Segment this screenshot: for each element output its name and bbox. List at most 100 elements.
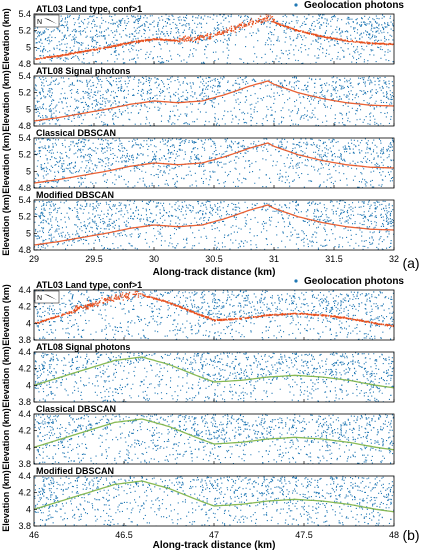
panel-4: 3.8 4 4.2 4.4 Elevation (km) Modified DBSCAN — [1, 466, 395, 532]
y-tick-label: 4.4 — [18, 471, 31, 481]
signal-photon-line — [34, 418, 394, 451]
y-axis-label: Elevation (km) — [1, 8, 11, 70]
panel-title: ATL08 Signal photons — [36, 66, 130, 76]
north-label: N — [37, 295, 42, 302]
y-tick-label: 5.4 — [18, 133, 31, 143]
signal-photons — [34, 142, 394, 184]
x-tick-label: 47 — [209, 530, 219, 540]
plot-area — [34, 352, 394, 402]
y-tick-label: 4.2 — [18, 488, 31, 498]
y-tick-label: 4 — [26, 318, 31, 328]
y-tick-label: 4.2 — [18, 364, 31, 374]
panel-2: 4.8 5 5.2 5.4 Elevation (km) ATL08 Signal pho… — [1, 66, 395, 132]
y-tick-label: 3.8 — [18, 335, 31, 345]
y-tick-label: 4.2 — [18, 302, 31, 312]
plot-area — [34, 76, 394, 126]
x-tick-label: 47.5 — [295, 530, 313, 540]
panel-title: ATL03 Land type, conf>1 — [36, 4, 142, 14]
panel-title: ATL03 Land type, conf>1 — [36, 280, 142, 290]
signal-photon-line — [34, 142, 394, 184]
y-tick-label: 5.4 — [18, 71, 31, 81]
x-axis-label: Along-track distance (km) — [153, 267, 276, 278]
signal-photons — [34, 204, 394, 246]
y-axis-label: Elevation (km) — [1, 284, 11, 346]
panel-1: 3.8 4 4.2 4.4 Elevation (km) ATL03 Land type,… — [1, 280, 395, 346]
y-tick-label: 5.2 — [18, 26, 31, 36]
x-tick-label: 32 — [389, 254, 399, 264]
signal-photon-line — [34, 480, 394, 513]
x-axis: 29 29.5 30 30.5 31 31.5 32 Along-track distance… — [29, 254, 399, 278]
y-tick-label: 4 — [26, 442, 31, 452]
y-tick-label: 5.2 — [18, 150, 31, 160]
y-tick-label: 5.4 — [18, 195, 31, 205]
legend-label-geolocation: Geolocation photons — [304, 276, 404, 287]
signal-photon-line — [34, 356, 394, 389]
geolocation-photons — [34, 414, 394, 464]
north-arrow-icon: N — [34, 14, 60, 28]
x-tick-label: 30 — [149, 254, 159, 264]
signal-photons — [35, 290, 394, 328]
signal-photons — [34, 480, 394, 513]
north-arrow-icon: N — [34, 290, 60, 304]
y-tick-label: 4 — [26, 380, 31, 390]
x-axis-label: Along-track distance (km) — [153, 540, 276, 550]
y-tick-label: 4.8 — [18, 183, 31, 193]
x-tick-label: 31 — [269, 254, 279, 264]
y-tick-label: 4.4 — [18, 347, 31, 357]
y-tick-label: 5.4 — [18, 9, 31, 19]
panel-2: 3.8 4 4.2 4.4 Elevation (km) ATL08 Signal pho… — [1, 342, 395, 408]
y-tick-label: 4 — [26, 504, 31, 514]
panel-4: 4.8 5 5.2 5.4 Elevation (km) Modified DBSCAN — [1, 190, 395, 256]
figure-label: (a) — [402, 255, 419, 271]
signal-photon-line — [34, 80, 394, 122]
signal-photons — [34, 80, 394, 122]
signal-photons — [35, 14, 394, 60]
plot-area — [34, 138, 394, 188]
y-tick-label: 5.2 — [18, 88, 31, 98]
y-axis-label: Elevation (km) — [1, 70, 11, 132]
y-tick-label: 4.8 — [18, 59, 31, 69]
y-tick-label: 4.8 — [18, 121, 31, 131]
x-tick-label: 29 — [29, 254, 39, 264]
y-tick-label: 4.4 — [18, 409, 31, 419]
y-tick-label: 5.2 — [18, 212, 31, 222]
geolocation-photons — [34, 138, 394, 188]
x-tick-label: 48 — [389, 530, 399, 540]
y-tick-label: 5 — [26, 166, 31, 176]
figure-label: (b) — [402, 527, 419, 543]
y-tick-label: 5 — [26, 104, 31, 114]
y-tick-label: 4.4 — [18, 285, 31, 295]
noise-photon-cloud — [34, 138, 394, 188]
signal-photon-line — [34, 204, 394, 246]
figure-b: Geolocation photonsSignal photons3.844.2… — [1, 276, 420, 550]
north-label: N — [37, 19, 42, 26]
signal-photons — [34, 356, 394, 389]
legend-marker-geolocation — [294, 3, 298, 7]
y-tick-label: 5 — [26, 228, 31, 238]
panel-1: 4.8 5 5.2 5.4 Elevation (km) ATL03 Land type,… — [1, 4, 395, 70]
x-tick-label: 30.5 — [205, 254, 223, 264]
y-tick-label: 3.8 — [18, 397, 31, 407]
y-axis-label: Elevation (km) — [1, 194, 11, 256]
legend-marker-geolocation — [294, 279, 298, 283]
plot-area — [34, 14, 394, 64]
plot-area — [34, 476, 394, 526]
y-axis-label: Elevation (km) — [1, 346, 11, 408]
plot-area — [34, 414, 394, 464]
y-axis-label: Elevation (km) — [1, 470, 11, 532]
y-axis-label: Elevation (km) — [1, 132, 11, 194]
x-tick-label: 46 — [29, 530, 39, 540]
panel-3: 3.8 4 4.2 4.4 Elevation (km) Classical DBSCAN — [1, 404, 395, 470]
x-tick-label: 31.5 — [325, 254, 343, 264]
panel-title: ATL08 Signal photons — [36, 342, 130, 352]
signal-photons — [34, 418, 394, 451]
panel-3: 4.8 5 5.2 5.4 Elevation (km) Classical DBSCAN — [1, 128, 395, 194]
plot-area — [34, 290, 394, 340]
x-tick-label: 29.5 — [85, 254, 103, 264]
y-tick-label: 5 — [26, 42, 31, 52]
figure-a: Geolocation photonsSignal photons4.855.2… — [1, 0, 420, 278]
panel-title: Modified DBSCAN — [36, 466, 114, 476]
signal-photon-cloud — [35, 14, 394, 60]
y-tick-label: 4.8 — [18, 245, 31, 255]
